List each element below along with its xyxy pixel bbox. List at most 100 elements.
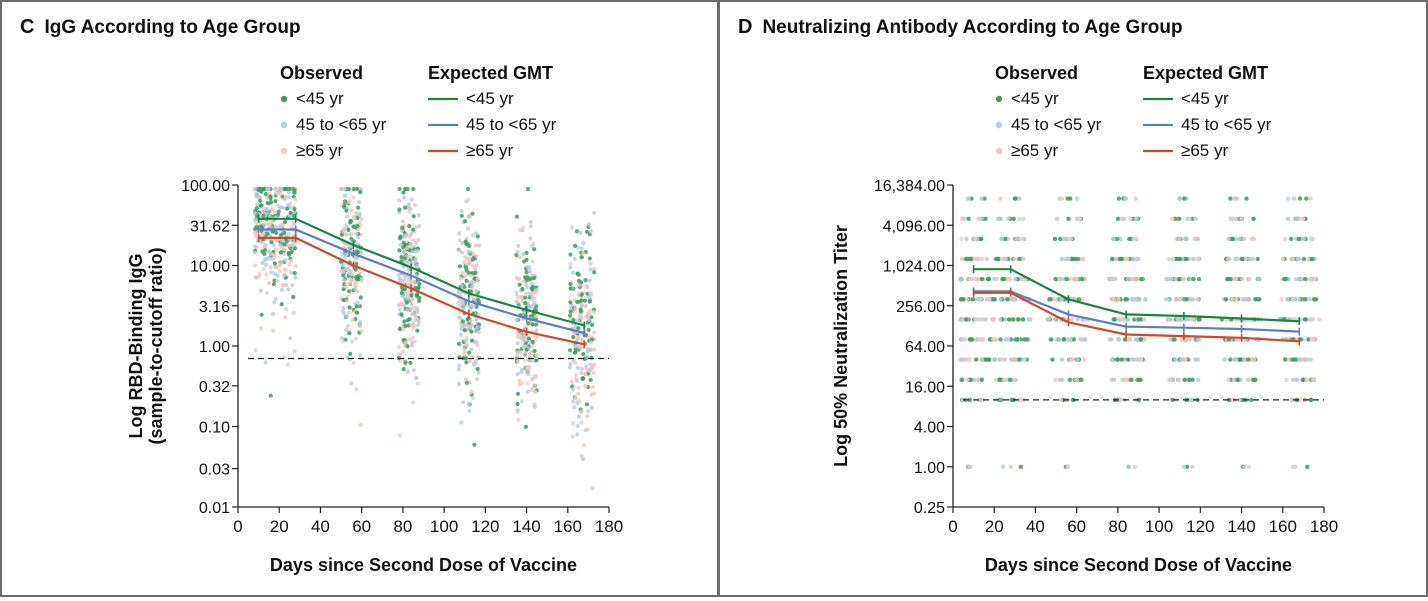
- d-observed-point: [1170, 256, 1176, 262]
- d-observed-point: [1077, 337, 1083, 342]
- d-observed-point: [1307, 276, 1313, 282]
- c-observed-point: [457, 315, 462, 320]
- c-observed-point: [282, 197, 287, 202]
- d-observed-point: [1076, 297, 1082, 302]
- c-observed-point: [517, 378, 522, 383]
- d-observed-point: [1196, 276, 1202, 282]
- d-legend-expected-label-0: <45 yr: [1181, 89, 1229, 108]
- c-observed-point: [397, 307, 403, 312]
- c-observed-point: [409, 244, 414, 249]
- c-observed-point: [292, 188, 297, 193]
- c-observed-point: [464, 380, 469, 385]
- c-observed-point: [576, 414, 582, 419]
- c-observed-point: [352, 216, 357, 221]
- d-observed-point: [979, 397, 984, 403]
- c-observed-point: [530, 303, 535, 309]
- panel-d-title-text: Neutralizing Antibody According to Age G…: [762, 17, 1183, 38]
- d-observed-point: [1012, 377, 1018, 382]
- c-observed-point: [269, 200, 274, 205]
- c-observed-point: [588, 348, 594, 353]
- c-observed-point: [475, 366, 480, 371]
- d-observed-point: [1116, 337, 1121, 342]
- c-observed-point: [462, 260, 467, 265]
- c-observed-point: [570, 270, 576, 275]
- c-observed-point: [413, 256, 418, 261]
- c-observed-point: [517, 255, 522, 260]
- c-observed-point: [474, 263, 479, 268]
- d-observed-point: [1114, 236, 1120, 242]
- d-observed-point: [1308, 357, 1313, 362]
- c-observed-point: [348, 351, 353, 356]
- c-observed-point: [515, 334, 520, 339]
- c-observed-point: [581, 241, 586, 246]
- d-observed-point: [960, 216, 966, 221]
- c-observed-point: [462, 328, 467, 333]
- d-observed-point: [978, 337, 983, 342]
- c-observed-point: [519, 399, 524, 404]
- c-observed-point: [463, 377, 469, 382]
- c-observed-point: [268, 393, 273, 398]
- c-observed-point: [523, 424, 529, 429]
- c-observed-point: [579, 371, 584, 376]
- c-observed-point: [281, 205, 286, 210]
- c-observed-point: [527, 265, 532, 270]
- c-x-tick-label: 120: [471, 517, 499, 536]
- c-observed-point: [587, 299, 592, 304]
- d-observed-point: [1024, 337, 1030, 342]
- d-observed-point: [1132, 317, 1137, 322]
- c-observed-point: [403, 323, 408, 328]
- c-observed-point: [515, 359, 521, 364]
- c-observed-point: [397, 248, 402, 253]
- d-observed-point: [1136, 397, 1142, 403]
- c-observed-point: [534, 328, 539, 333]
- c-observed-point: [528, 358, 533, 363]
- c-observed-point: [282, 219, 288, 225]
- d-observed-point: [1080, 256, 1085, 262]
- d-axes: 0.25 1.00 4.00 16.00 64.00 256.00 1,024.00 4,09…: [831, 178, 1338, 575]
- d-observed-point: [1067, 377, 1073, 382]
- c-observed-point: [532, 296, 537, 301]
- c-observed-point: [587, 294, 592, 300]
- c-observed-point: [532, 348, 537, 354]
- c-observed-point: [527, 336, 532, 341]
- c-observed-point: [339, 251, 344, 257]
- c-observed-point: [265, 186, 270, 192]
- c-observed-point: [465, 226, 470, 231]
- d-observed-point: [961, 297, 966, 302]
- d-observed-point: [1109, 377, 1114, 382]
- d-observed-point: [958, 276, 964, 282]
- c-observed-point: [271, 207, 276, 212]
- c-observed-point: [579, 346, 584, 351]
- c-observed-point: [588, 290, 593, 296]
- d-observed-point: [1138, 357, 1144, 362]
- d-observed-point: [964, 236, 969, 242]
- c-observed-point: [529, 276, 534, 281]
- d-observed-point: [1246, 297, 1252, 302]
- d-observed-point: [1017, 357, 1022, 362]
- c-observed-point: [355, 249, 360, 255]
- d-legend-observed-label-2: ≥65 yr: [1011, 141, 1058, 160]
- c-observed-point: [579, 298, 584, 303]
- c-observed-point: [262, 222, 267, 227]
- c-observed-point: [517, 381, 522, 387]
- d-legend-expected-label-1: 45 to <65 yr: [1181, 115, 1272, 134]
- c-axes: 0.01 0.03 0.10 0.32 1.00 3.16 10.00 31.62 100.00…: [126, 178, 623, 575]
- d-observed-point: [1312, 337, 1318, 342]
- c-observed-point: [354, 304, 359, 309]
- d-observed-point: [1289, 236, 1294, 242]
- c-observed-point: [515, 372, 520, 377]
- c-observed-point: [351, 360, 356, 366]
- c-observed-point: [344, 232, 349, 237]
- c-observed-point: [283, 186, 288, 192]
- c-observed-point: [457, 363, 462, 368]
- c-observed-point: [283, 315, 288, 320]
- d-observed-point: [1305, 464, 1310, 469]
- c-observed-point: [590, 486, 595, 491]
- c-observed-point: [460, 271, 465, 276]
- c-observed-point: [588, 267, 593, 272]
- d-observed-point: [970, 297, 975, 302]
- c-observed-point: [416, 317, 421, 323]
- d-observed-point: [1050, 357, 1055, 362]
- c-observed-point: [268, 194, 273, 199]
- c-legend-observed-label-1: 45 to <65 yr: [296, 115, 387, 134]
